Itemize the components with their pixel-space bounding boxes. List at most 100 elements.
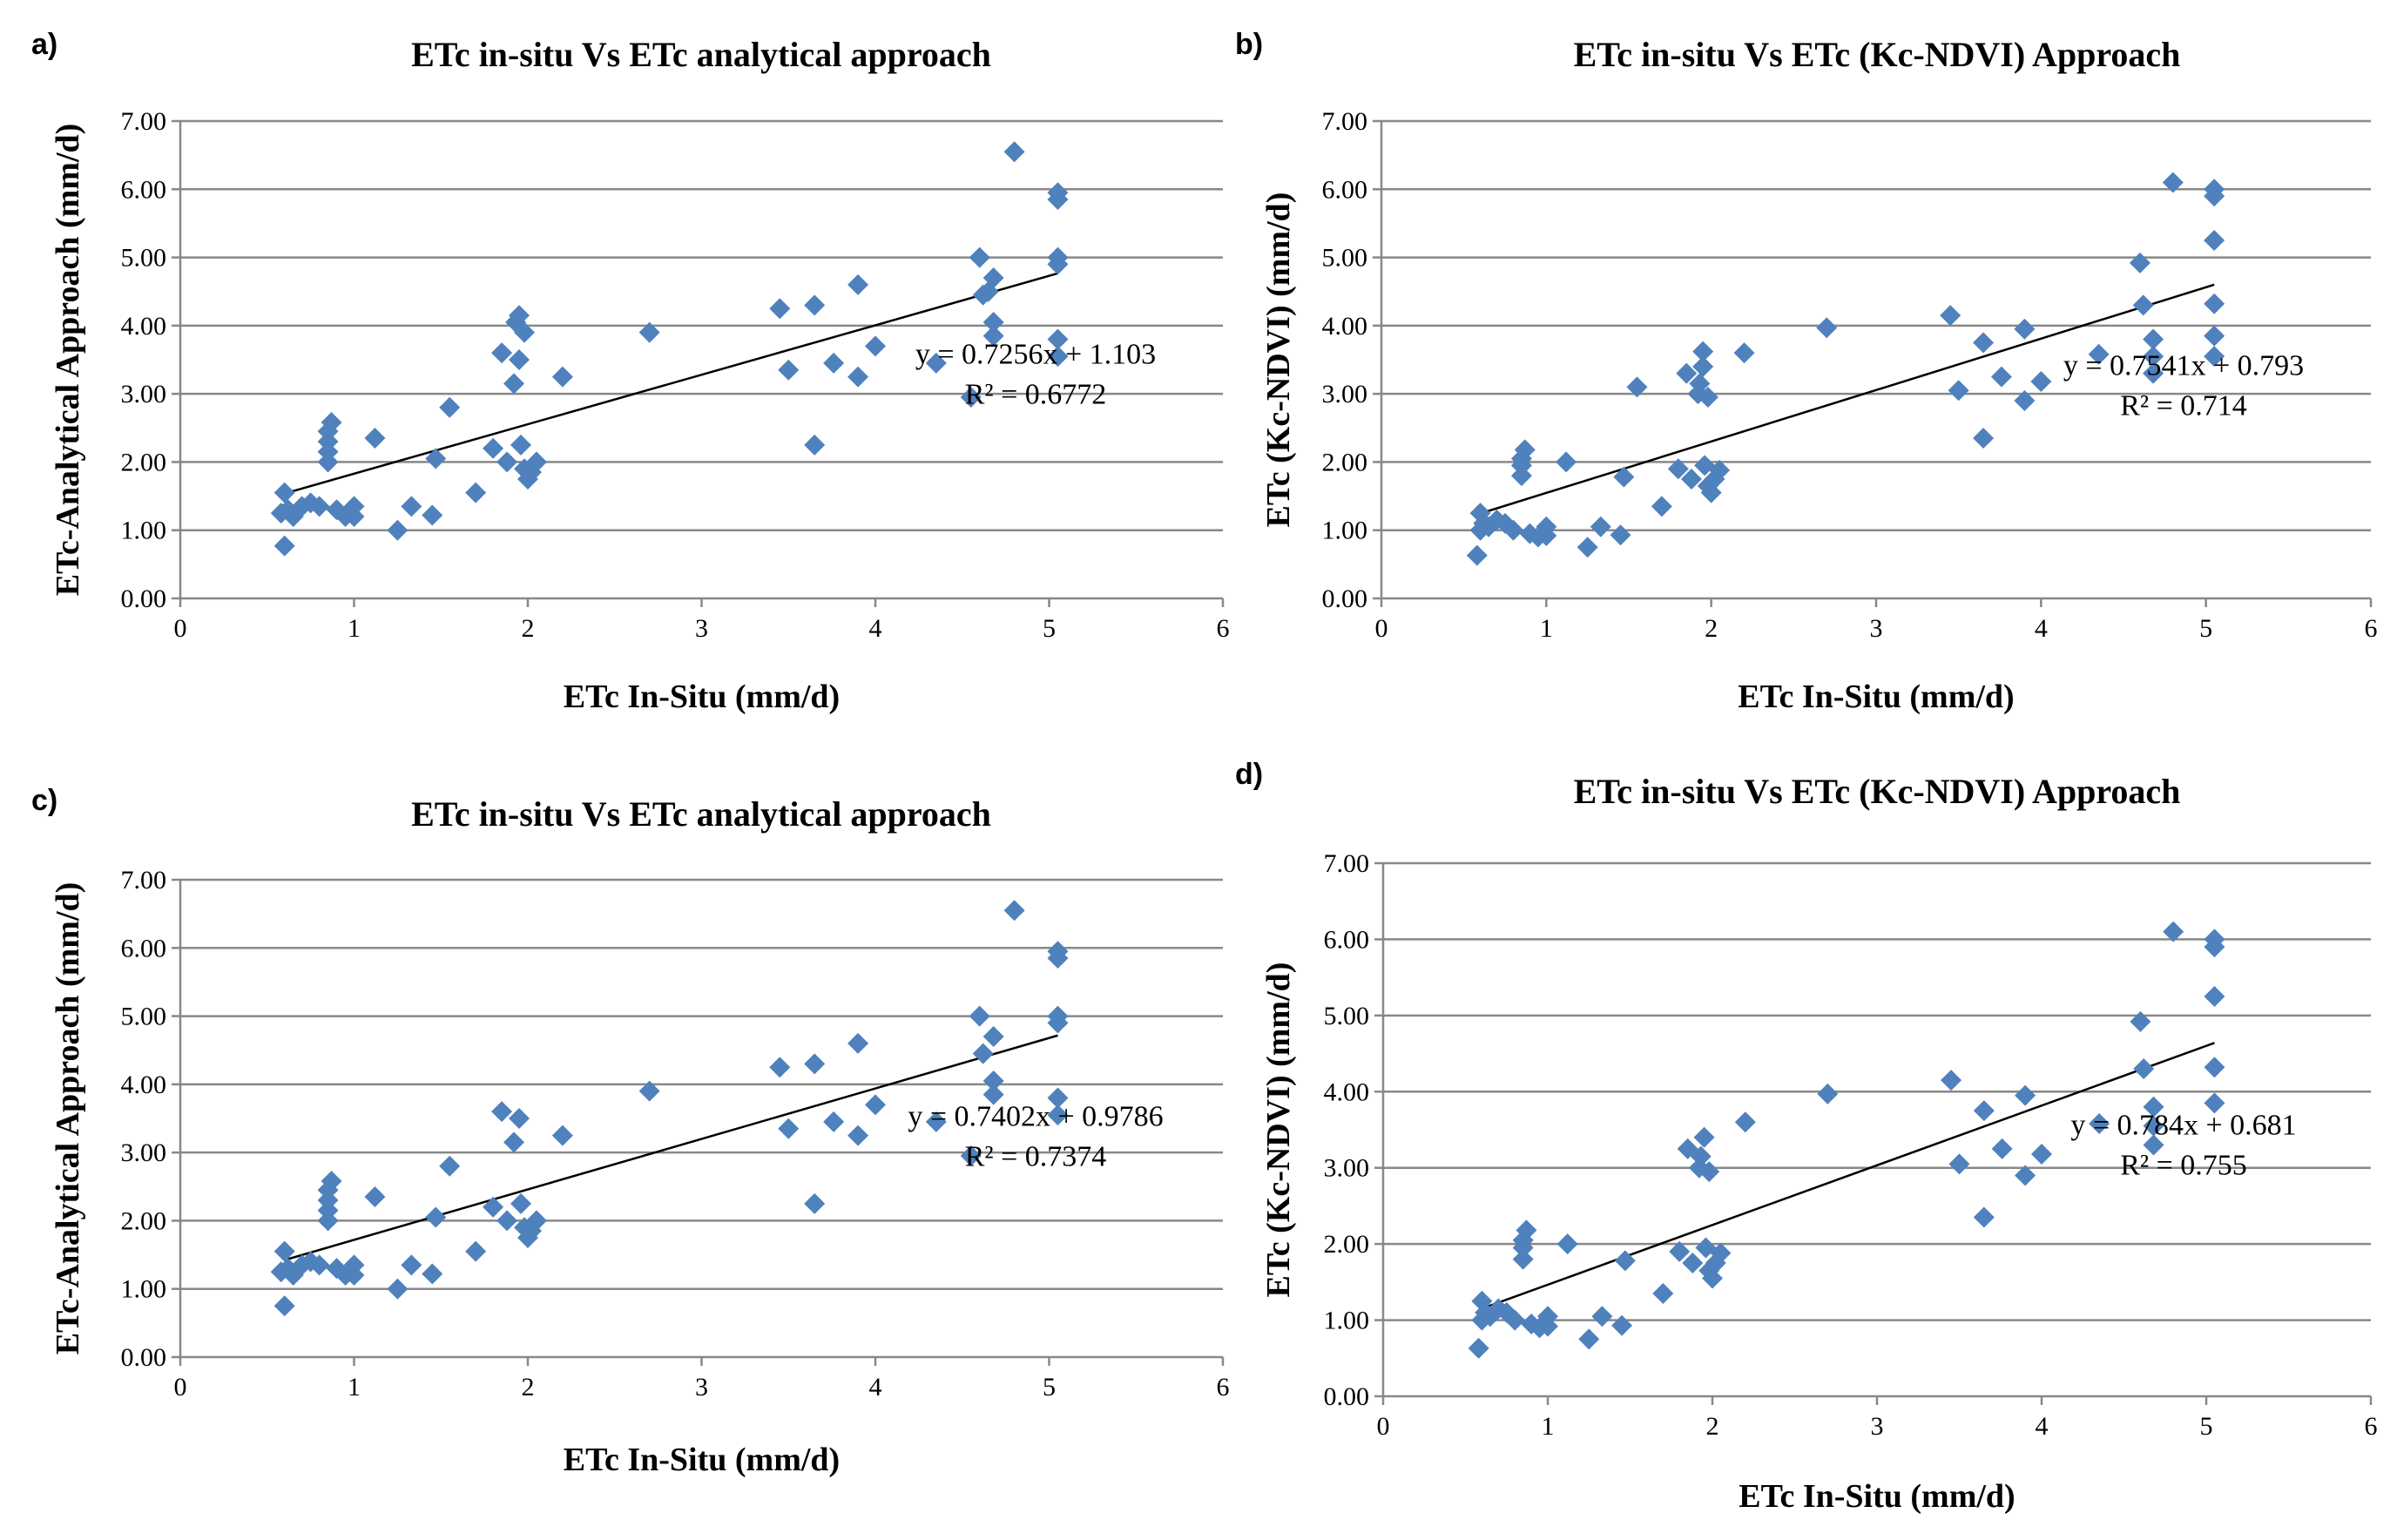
data-point [2143, 346, 2164, 368]
data-point [1502, 519, 1524, 541]
data-point [1047, 1104, 1069, 1126]
x-tick-label: 5 [1043, 614, 1056, 643]
r-squared-label: R² = 0.7374 [965, 1140, 1107, 1172]
data-point [465, 482, 487, 503]
data-point [525, 1210, 547, 1232]
data-point [343, 506, 365, 528]
data-point [551, 366, 573, 388]
data-point [1556, 1233, 1578, 1255]
data-point [2015, 1165, 2036, 1186]
data-point [551, 1125, 573, 1146]
data-point [2204, 230, 2225, 251]
data-point [2130, 1010, 2151, 1032]
chart-title: ETc in-situ Vs ETc analytical approach [411, 794, 991, 834]
data-point [2204, 1092, 2225, 1114]
data-point [321, 412, 342, 434]
y-tick-label: 4.00 [121, 312, 167, 341]
x-tick-label: 5 [2200, 1412, 2213, 1441]
data-point [982, 1084, 1004, 1105]
data-point [503, 1131, 525, 1153]
chart-panel-b: b) ETc in-situ Vs ETc (Kc-NDVI) Approach 0… [1235, 28, 2378, 715]
data-point [1973, 1100, 1995, 1122]
chart-panel-a: a) ETc in-situ Vs ETc analytical approach… [31, 28, 1230, 715]
x-tick-label: 6 [2365, 614, 2378, 643]
data-point [1734, 1111, 1756, 1133]
data-point [1003, 141, 1025, 163]
r-squared-label: R² = 0.755 [2120, 1150, 2247, 1182]
data-point [960, 387, 982, 409]
data-point [1047, 1012, 1069, 1034]
x-tick-label: 0 [174, 614, 187, 643]
data-point [2014, 389, 2036, 411]
y-axis-title: ETc (Kc-NDVI) (mm/d) [1260, 192, 1297, 528]
data-point [1611, 1314, 1633, 1336]
data-point [1990, 366, 2012, 388]
data-point [496, 451, 518, 473]
data-point [2204, 186, 2225, 207]
panel-label: b) [1235, 28, 1263, 61]
trendline-equation: y = 0.7256x + 1.103 [915, 338, 1156, 370]
data-point [1536, 524, 1557, 546]
trendline [1480, 283, 2215, 515]
r-squared-label: R² = 0.6772 [965, 378, 1107, 410]
data-point [2031, 1143, 2052, 1165]
data-point [804, 1192, 826, 1214]
data-point [2204, 346, 2225, 368]
data-point [1733, 342, 1755, 364]
data-point [496, 1210, 518, 1232]
panel-label: c) [31, 784, 57, 817]
y-axis-title: ETc-Analytical Approach (mm/d) [50, 882, 86, 1355]
data-point [1676, 362, 1698, 384]
data-point [1556, 451, 1577, 473]
x-tick-label: 2 [1705, 614, 1718, 643]
data-point [1512, 1248, 1534, 1270]
data-point [1468, 1337, 1489, 1359]
x-tick-label: 5 [2199, 614, 2212, 643]
data-point [865, 1094, 886, 1116]
y-tick-label: 7.00 [121, 107, 167, 136]
x-tick-label: 1 [1542, 1412, 1555, 1441]
y-tick-label: 6.00 [1324, 925, 1370, 954]
data-point [1697, 387, 1718, 409]
data-point [514, 321, 536, 343]
y-tick-label: 1.00 [1322, 517, 1368, 545]
y-tick-label: 3.00 [1324, 1154, 1370, 1183]
data-point [2204, 293, 2225, 314]
y-axis-title: ETc-Analytical Approach (mm/d) [50, 124, 86, 597]
data-point [960, 1145, 982, 1167]
x-tick-label: 0 [1377, 1412, 1390, 1441]
y-tick-label: 3.00 [121, 380, 167, 409]
data-point [969, 1005, 990, 1027]
x-tick-label: 0 [1375, 614, 1388, 643]
trendline [284, 272, 1058, 495]
data-point [1693, 1126, 1715, 1148]
y-tick-label: 2.00 [121, 448, 167, 476]
y-tick-label: 1.00 [121, 517, 167, 545]
y-axis-title: ETc (Kc-NDVI) (mm/d) [1260, 962, 1297, 1298]
data-point [925, 352, 947, 374]
data-point [425, 1206, 447, 1228]
data-point [425, 448, 447, 469]
data-point [2204, 1057, 2225, 1078]
data-point [1613, 466, 1635, 488]
data-point [509, 349, 530, 370]
data-point [847, 274, 869, 295]
data-point [2143, 1115, 2164, 1137]
trendline-equation: y = 0.7541x + 0.793 [2063, 350, 2304, 382]
data-point [308, 496, 330, 517]
data-point [401, 496, 422, 517]
panel-label: d) [1235, 758, 1263, 791]
y-tick-label: 2.00 [1322, 448, 1368, 476]
data-point [2089, 1113, 2110, 1135]
data-point [2143, 328, 2164, 350]
data-point [1466, 544, 1488, 566]
y-tick-label: 6.00 [121, 934, 167, 962]
data-point [925, 1111, 947, 1132]
data-point [2204, 986, 2225, 1007]
x-tick-label: 1 [1540, 614, 1553, 643]
data-point [422, 504, 443, 526]
data-point [2143, 362, 2164, 384]
data-point [1692, 341, 1714, 362]
x-tick-label: 1 [348, 614, 361, 643]
data-point [1669, 1240, 1691, 1262]
